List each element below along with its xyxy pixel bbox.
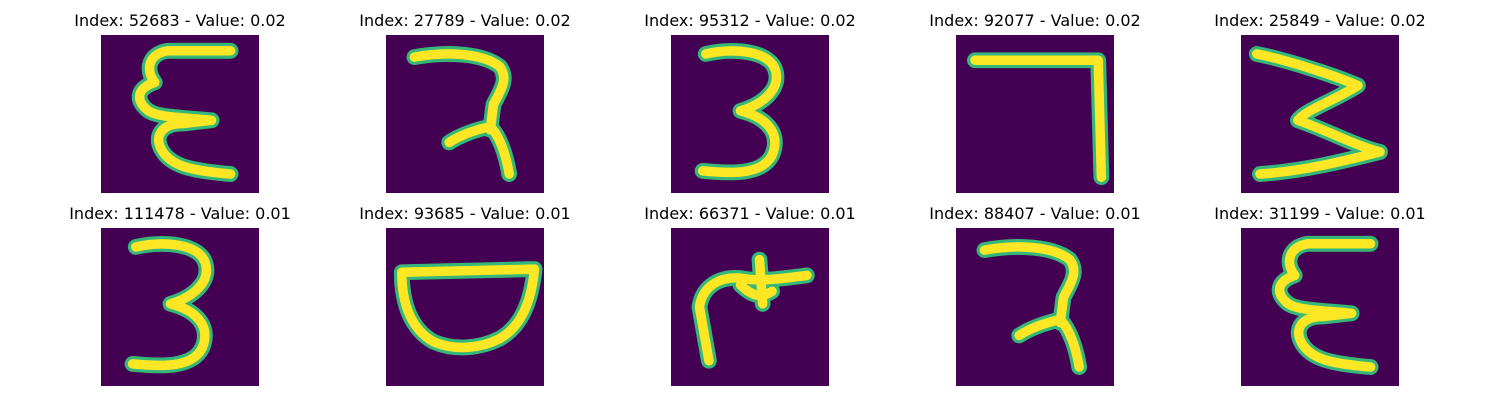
panel-title: Index: 92077 - Value: 0.02 [929, 11, 1141, 30]
digit-image [1241, 35, 1399, 193]
digit-image [671, 35, 829, 193]
digit-image [386, 228, 544, 386]
glyph-stroke [694, 254, 812, 366]
glyph-stroke [127, 239, 212, 371]
glyph-stroke [409, 49, 514, 179]
digit-image [101, 228, 259, 386]
panel-title: Index: 111478 - Value: 0.01 [69, 204, 291, 223]
panel-title: Index: 93685 - Value: 0.01 [359, 204, 571, 223]
panel-title: Index: 31199 - Value: 0.01 [1214, 204, 1426, 223]
panel-title: Index: 88407 - Value: 0.01 [929, 204, 1141, 223]
panel-title: Index: 25849 - Value: 0.02 [1214, 11, 1426, 30]
digit-image [101, 35, 259, 193]
glyph-stroke [397, 264, 540, 353]
digit-image [956, 228, 1114, 386]
glyph-stroke [979, 242, 1084, 372]
glyph-stroke [697, 46, 782, 178]
glyph-stroke [134, 46, 236, 179]
panel-title: Index: 27789 - Value: 0.02 [359, 11, 571, 30]
panel-title: Index: 95312 - Value: 0.02 [644, 11, 856, 30]
panel-title: Index: 66371 - Value: 0.01 [644, 204, 856, 223]
glyph-stroke [970, 55, 1107, 182]
panel-title: Index: 52683 - Value: 0.02 [74, 11, 286, 30]
glyph-stroke [1252, 49, 1385, 179]
digit-image [386, 35, 544, 193]
glyph-stroke [1274, 239, 1376, 372]
digit-image [956, 35, 1114, 193]
digit-image [1241, 228, 1399, 386]
digit-image [671, 228, 829, 386]
